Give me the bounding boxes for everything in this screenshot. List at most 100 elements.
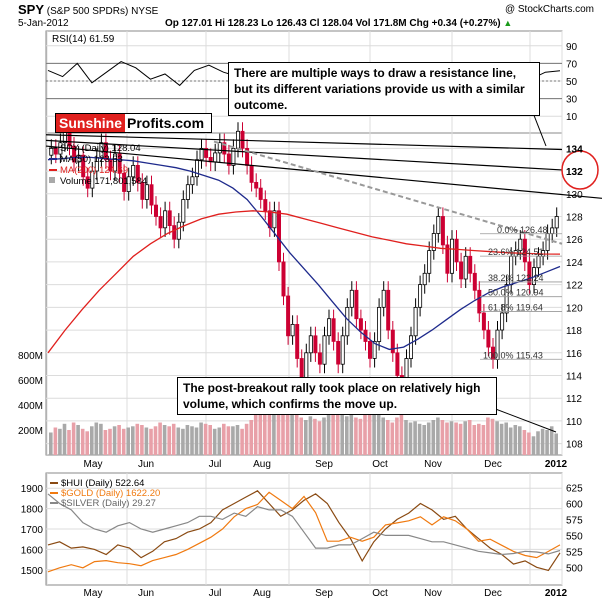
legend-entry: MA(50) 123.63 bbox=[60, 154, 123, 165]
candle-body bbox=[90, 170, 95, 189]
volume-bar bbox=[531, 436, 536, 456]
legend-entry: MA(200) 124.69 bbox=[60, 165, 128, 176]
volume-bar bbox=[258, 407, 263, 455]
volume-bar bbox=[222, 423, 226, 456]
candle-body bbox=[254, 181, 259, 189]
candle-body bbox=[122, 172, 127, 192]
volume-bar bbox=[413, 421, 417, 456]
candle-body bbox=[144, 184, 149, 200]
volume-bar bbox=[422, 425, 426, 455]
candle-body bbox=[459, 261, 464, 280]
quote-values: Op 127.01 Hi 128.23 Lo 126.43 Cl 128.04 … bbox=[165, 18, 501, 29]
metals-right-tick: 600 bbox=[566, 500, 583, 511]
volume-bar bbox=[290, 410, 294, 455]
x-tick-label: Dec bbox=[484, 459, 502, 470]
resistance-line bbox=[45, 145, 602, 199]
x-tick-label: Dec bbox=[484, 588, 502, 599]
callout-volume: The post-breakout rally took place on re… bbox=[177, 377, 497, 415]
resistance-line bbox=[45, 134, 563, 151]
x-tick-label: Aug bbox=[253, 459, 271, 470]
price-tick-label: 130 bbox=[566, 190, 583, 201]
candle-body bbox=[226, 153, 231, 166]
fib-label: 50.0% 120.94 bbox=[488, 288, 544, 298]
volume-bar bbox=[85, 431, 89, 456]
fib-label: 61.8% 119.64 bbox=[488, 302, 543, 312]
volume-bar bbox=[253, 415, 258, 455]
volume-bar bbox=[386, 420, 390, 455]
candle-body bbox=[340, 335, 345, 365]
candle-body bbox=[440, 216, 445, 246]
volume-bar bbox=[162, 425, 167, 455]
x-tick-label: Oct bbox=[372, 588, 388, 599]
sunshine-profits-logo: Sunshine Profits.com bbox=[55, 113, 212, 133]
volume-bar bbox=[486, 417, 490, 455]
candle-body bbox=[126, 176, 131, 193]
candle-body bbox=[408, 335, 413, 359]
candle-body bbox=[313, 335, 318, 354]
volume-bar bbox=[445, 422, 449, 455]
candle-body bbox=[454, 238, 459, 263]
symbol: SPY bbox=[18, 2, 45, 17]
volume-bar bbox=[449, 421, 454, 456]
price-tick-label: 110 bbox=[566, 417, 582, 428]
candle-body bbox=[554, 216, 559, 229]
volume-bar bbox=[281, 413, 285, 456]
candle-body bbox=[481, 312, 486, 331]
candle-body bbox=[190, 176, 195, 186]
x-tick-label: Aug bbox=[253, 588, 271, 599]
volume-bar bbox=[340, 410, 344, 455]
candle-body bbox=[386, 289, 391, 331]
volume-bar bbox=[194, 427, 199, 455]
volume-bar bbox=[67, 430, 71, 455]
volume-bar bbox=[203, 423, 208, 456]
price-tick-label: 126 bbox=[566, 235, 583, 246]
volume-bar bbox=[185, 425, 190, 455]
volume-tick-label: 800M bbox=[18, 351, 43, 362]
candle-body bbox=[99, 142, 104, 158]
metals-left-tick: 1800 bbox=[21, 505, 44, 516]
metals-legend-entry: $HUI (Daily) 522.64 bbox=[61, 478, 144, 489]
volume-bar bbox=[472, 425, 477, 455]
volume-bar bbox=[522, 430, 527, 455]
fib-label: 23.6% 124.51 bbox=[488, 247, 544, 257]
candle-body bbox=[367, 340, 372, 359]
x-tick-label: Jul bbox=[209, 588, 222, 599]
metals-right-tick: 525 bbox=[566, 547, 583, 558]
volume-bar bbox=[58, 428, 62, 456]
volume-bar bbox=[263, 396, 267, 456]
volume-bar bbox=[71, 422, 76, 455]
candle-body bbox=[436, 216, 441, 234]
volume-bar bbox=[463, 421, 467, 456]
candle-body bbox=[276, 210, 281, 263]
candle-body bbox=[413, 306, 418, 337]
x-tick-label: Jun bbox=[138, 588, 154, 599]
candle-body bbox=[85, 176, 90, 189]
rsi-tick-label: 70 bbox=[566, 59, 578, 70]
candle-body bbox=[185, 184, 190, 200]
volume-bar bbox=[417, 423, 422, 456]
rsi-tick-label: 50 bbox=[566, 77, 578, 88]
metals-left-tick: 1600 bbox=[21, 545, 44, 556]
volume-bar bbox=[171, 423, 176, 456]
candle-body bbox=[527, 261, 532, 285]
fib-label: 0.0% 126.48 bbox=[497, 225, 548, 235]
legend-entry: Volume 171,801,584 bbox=[60, 176, 147, 187]
volume-bar bbox=[408, 422, 413, 455]
volume-bar bbox=[272, 406, 276, 456]
candle-body bbox=[290, 323, 295, 337]
volume-bar bbox=[103, 430, 108, 455]
chart-header: SPY (S&P 500 SPDRs) NYSE bbox=[18, 2, 158, 17]
logo-part-2: Profits.com bbox=[127, 115, 205, 131]
resistance-label: 134 bbox=[566, 144, 583, 155]
volume-bar bbox=[53, 427, 58, 455]
volume-bar bbox=[176, 427, 181, 455]
metals-right-tick: 550 bbox=[566, 531, 583, 542]
volume-bar bbox=[354, 417, 358, 455]
candle-body bbox=[108, 159, 113, 172]
exchange: NYSE bbox=[131, 6, 159, 17]
candle-body bbox=[477, 289, 482, 314]
logo-part-1: Sunshine bbox=[56, 114, 126, 132]
volume-bar bbox=[199, 422, 203, 455]
volume-bar bbox=[226, 426, 231, 456]
candle-body bbox=[76, 154, 81, 163]
